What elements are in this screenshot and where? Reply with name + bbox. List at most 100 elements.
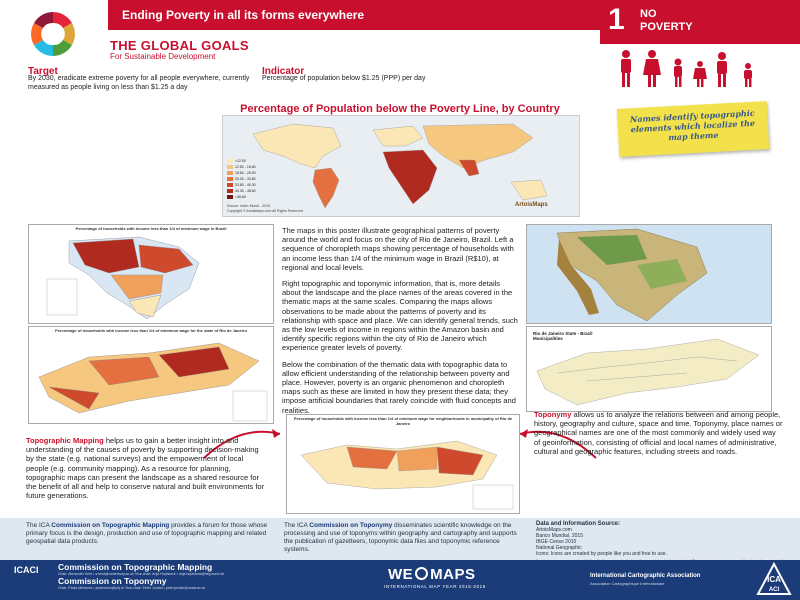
indicator-heading: Indicator: [262, 66, 305, 77]
south-america-map-graphic: [556, 228, 708, 322]
legend-item: 12.50 - 18.60: [227, 164, 256, 170]
legend-item: 40.30 - 48.60: [227, 188, 256, 194]
goal-name: NO POVERTY: [640, 8, 720, 34]
wemaps-we: WE: [388, 566, 414, 583]
target-heading: Target: [28, 66, 58, 77]
commission-names: Commission on Topographic Mapping Chair:…: [58, 563, 318, 591]
world-map-graphic: [252, 123, 548, 209]
note-card: Names identify topographic elements whic…: [616, 101, 770, 157]
goal-number: 1: [608, 3, 625, 36]
source-line: National Geographic: [536, 545, 582, 551]
source-line: ArtoisMaps.com: [536, 527, 572, 533]
world-map-source: Source: Index Mundi - 2015: [227, 204, 270, 208]
body-paragraph-1: The maps in this poster illustrate geogr…: [282, 226, 514, 272]
ica-subtitle: Association Cartographique International…: [590, 581, 665, 586]
poster-title: Ending Poverty in all its forms everywhe…: [122, 8, 365, 22]
family-icon: [621, 50, 752, 87]
legend-label: 18.60 - 25.00: [235, 171, 256, 175]
rio-topo-map-title: Rio de Janeiro State - Brazil Municipali…: [533, 331, 593, 341]
commission-topographic-description: The ICA Commission on Topographic Mappin…: [26, 522, 276, 546]
legend-swatch: [227, 177, 233, 181]
legend-swatch: [227, 183, 233, 187]
world-poverty-map: <12.50 12.50 - 18.60 18.60 - 25.00 25.00…: [222, 115, 580, 217]
target-text: By 2030, eradicate extreme poverty for a…: [28, 75, 250, 91]
left-arrow-icon: [203, 429, 281, 459]
rio-city-choropleth-map: Percentage of households with income les…: [286, 414, 520, 514]
legend-label: 12.50 - 18.60: [235, 165, 256, 169]
legend-item: 18.60 - 25.00: [227, 170, 256, 176]
sdg-logo-icon: [31, 12, 75, 56]
right-arrow-icon: [519, 429, 597, 459]
legend-label: 40.30 - 48.60: [235, 189, 256, 193]
legend-swatch: [227, 165, 233, 169]
footer: [0, 560, 800, 600]
world-map-copyright: Copyright © ArtoisMaps.com All Rights Re…: [227, 208, 303, 213]
commission-topographic-name: Commission on Topographic Mapping: [58, 562, 213, 572]
rio-state-map-graphic: [38, 342, 268, 422]
legend-label: 33.80 - 40.30: [235, 183, 256, 187]
ica-name: International Cartographic Association: [590, 573, 701, 579]
ica-logo-icon: ICA ACI: [756, 562, 792, 595]
legend-label: 25.00 - 33.80: [235, 177, 256, 181]
global-goals-title: THE GLOBAL GOALS: [110, 38, 249, 53]
legend-swatch: [227, 195, 233, 199]
legend-item: 33.80 - 40.30: [227, 182, 256, 188]
artoismaps-logo: ArtoisMaps: [515, 202, 548, 208]
sources-heading: Data and Information Source:: [536, 521, 621, 527]
world-map-heading: Percentage of Population below the Pover…: [240, 103, 560, 115]
topographic-mapping-body: helps us to gain a better insight into a…: [26, 436, 265, 501]
commission-topon-name: Commission on Toponymy: [309, 522, 393, 529]
legend-item: <12.50: [227, 158, 256, 164]
rio-city-map-graphic: [300, 440, 514, 510]
legend-swatch: [227, 171, 233, 175]
source-line: IBGE Censo 2010: [536, 539, 577, 545]
global-goals-subtitle: For Sustainable Development: [110, 52, 216, 61]
rio-topo-subtitle: Municipalities: [533, 336, 563, 341]
globe-icon: [415, 567, 429, 580]
wemaps-maps: MAPS: [430, 566, 476, 583]
source-line: Banco Mundial, 2015: [536, 533, 583, 539]
commission-topon-pre: The ICA: [284, 522, 310, 529]
south-america-topographic-map: [526, 224, 772, 324]
commission-toponymy-description: The ICA Commission on Toponymy dissemina…: [284, 522, 524, 554]
rio-state-choropleth-map: Percentage of households with income les…: [28, 326, 274, 424]
commission-toponymy-name: Commission on Toponymy: [58, 576, 167, 586]
legend-swatch: [227, 189, 233, 193]
legend-item: 25.00 - 33.80: [227, 176, 256, 182]
world-map-legend: <12.50 12.50 - 18.60 18.60 - 25.00 25.00…: [227, 158, 256, 200]
brazil-map-graphic: [46, 236, 200, 320]
goal-name-line2: POVERTY: [640, 21, 693, 33]
commission-topo-pre: The ICA: [26, 522, 52, 529]
topographic-mapping-text: Topographic Mapping helps us to gain a b…: [26, 436, 266, 500]
goal-name-line1: NO: [640, 8, 657, 20]
world-map-credits: Source: Index Mundi - 2015 Copyright © A…: [227, 204, 303, 213]
body-paragraph-3: Below the combination of the thematic da…: [282, 359, 516, 415]
toponymy-body: allows us to analyze the relations betwe…: [534, 410, 783, 456]
commission-topon-text: disseminates scientific knowledge on the…: [284, 522, 517, 553]
source-line: Icons: Icons are created by people like …: [536, 551, 667, 557]
commission-topographic-contacts: Chair: Alexander Kent • a.kent@canterbur…: [58, 572, 225, 576]
rio-topographic-map: Rio de Janeiro State - Brazil Municipali…: [526, 326, 772, 412]
legend-label: <12.50: [235, 159, 246, 163]
wemaps-subtitle: INTERNATIONAL MAP YEAR 2015-2016: [384, 584, 486, 589]
legend-label: >48.60: [235, 195, 246, 199]
icaci-label: ICACI: [14, 565, 39, 575]
indicator-text: Percentage of population below $1.25 (PP…: [262, 75, 426, 82]
wemaps-logo: WE MAPS: [388, 566, 476, 583]
rio-topo-map-graphic: [536, 338, 760, 406]
commission-topo-text: provides a forum for those whose primary…: [26, 522, 268, 545]
rio-city-map-title: Percentage of households with income les…: [293, 416, 513, 426]
rio-state-map-title: Percentage of households with income les…: [55, 328, 247, 333]
legend-item: >48.60: [227, 194, 256, 200]
brazil-map-title: Percentage of households with income les…: [75, 226, 227, 231]
body-paragraph-2: Right topographic and toponymic informat…: [282, 279, 518, 353]
toponymy-text: Toponymy allows us to analyze the relati…: [534, 410, 784, 456]
commission-topo-name: Commission on Topographic Mapping: [51, 522, 170, 529]
commissions-band: [0, 518, 800, 560]
toponymy-highlight: Toponymy: [534, 410, 572, 419]
body-text: The maps in this poster illustrate geogr…: [282, 226, 518, 422]
note-text: Names identify topographic elements whic…: [629, 107, 756, 143]
goal-badge: [600, 0, 800, 44]
commission-toponymy-contacts: Chair: Paulo Menezes • pmenezes@ufrj.br …: [58, 586, 205, 590]
legend-swatch: [227, 159, 233, 163]
